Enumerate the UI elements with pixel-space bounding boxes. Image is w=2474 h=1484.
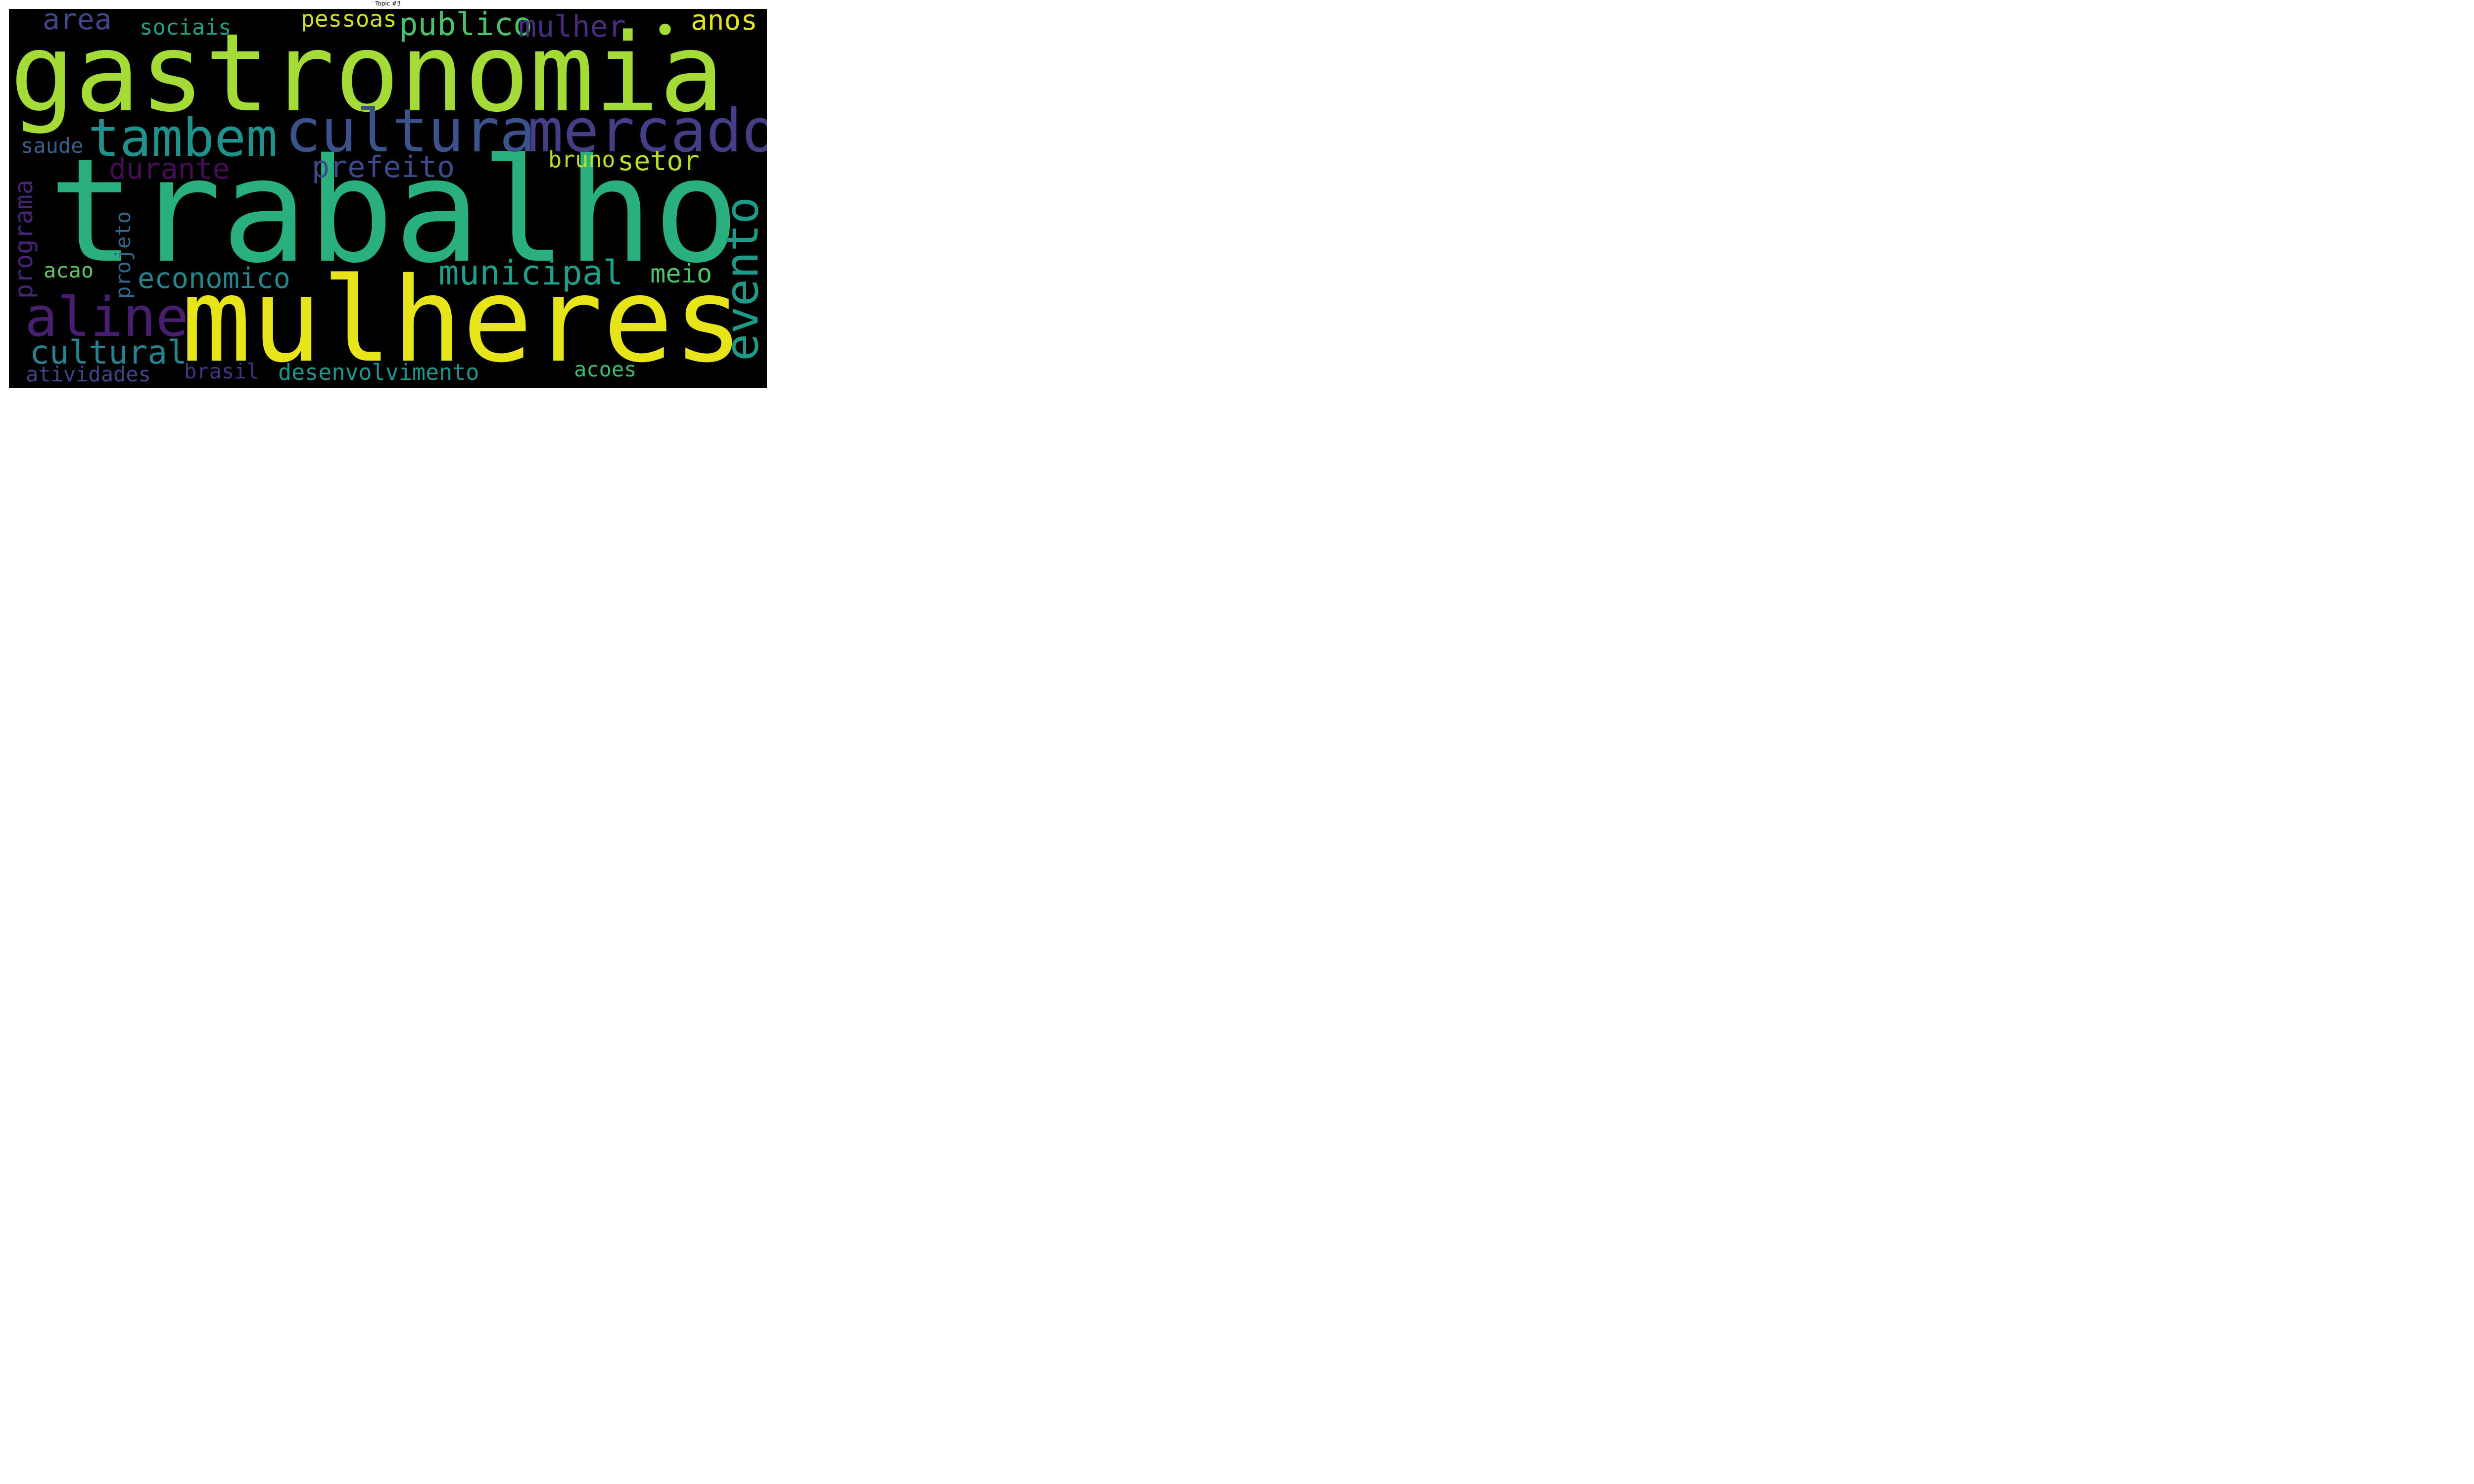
word-cultura: cultura: [285, 97, 535, 166]
word-mulheres: mulheres: [181, 252, 744, 388]
word-aline: aline: [25, 285, 189, 349]
word-programa: programa: [9, 180, 38, 299]
word-evento: evento: [715, 196, 767, 361]
word-projeto: projeto: [111, 211, 135, 299]
plot-title: Topic #3: [375, 0, 401, 7]
word-tambem: tambem: [88, 107, 278, 168]
word-mercado: mercado: [527, 97, 767, 166]
word-bullet: •: [653, 9, 677, 53]
word-durante: durante: [109, 152, 230, 186]
word-trabalho: trabalho: [48, 128, 740, 295]
word-acoes: acoes: [574, 357, 637, 381]
word-economico: economico: [138, 262, 290, 295]
word-prefeito: prefeito: [312, 150, 455, 185]
word-bruno: bruno: [548, 146, 616, 173]
word-setor: setor: [618, 145, 700, 177]
word-brasil: brasil: [184, 359, 259, 383]
word-atividades: atividades: [26, 362, 151, 386]
word-saude: saude: [21, 134, 84, 158]
word-meio: meio: [650, 259, 713, 289]
word-gastronomia: gastronomia: [10, 11, 724, 136]
word-cultural: cultural: [30, 333, 187, 371]
word-publico: publico: [399, 9, 532, 43]
word-area: area: [43, 9, 112, 36]
word-desenvolvimento: desenvolvimento: [278, 359, 479, 385]
word-sociais: sociais: [140, 15, 232, 40]
word-pessoas: pessoas: [301, 9, 397, 32]
word-anos: anos: [691, 9, 758, 37]
word-municipal: municipal: [438, 253, 623, 293]
word-cloud: gastronomia trabalho mulheres cultura me…: [9, 9, 767, 388]
word-mulher: mulher: [519, 9, 626, 44]
word-acao: acao: [44, 258, 94, 282]
